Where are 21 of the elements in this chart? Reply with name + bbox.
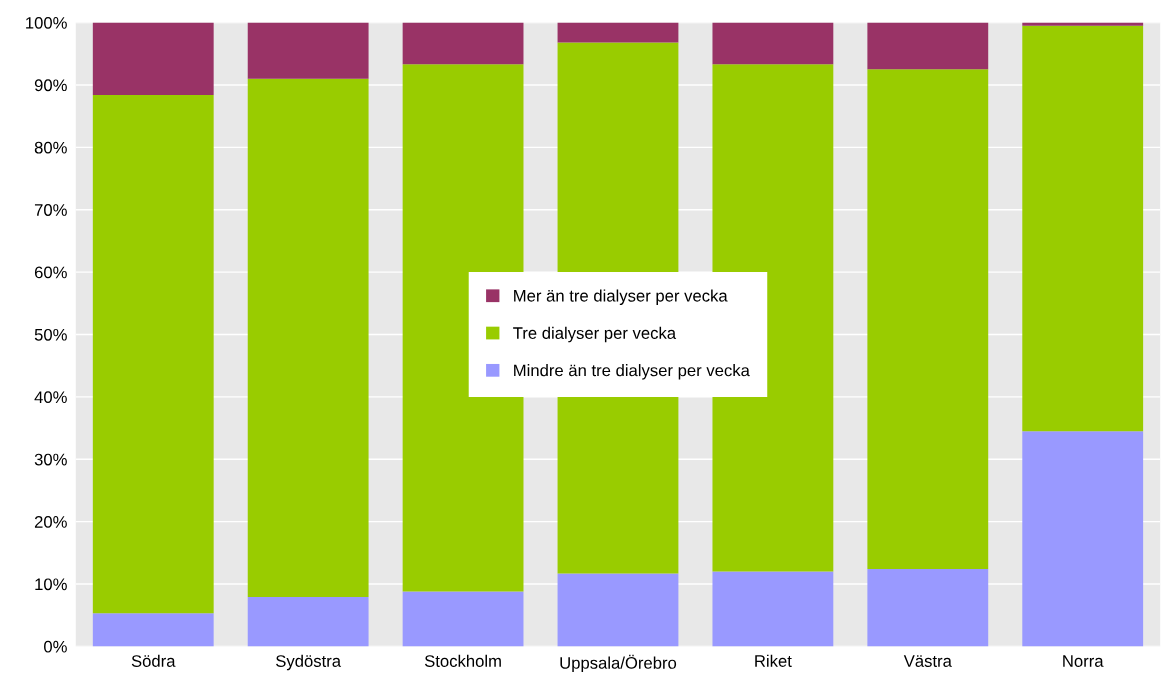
y-tick-label: 40% xyxy=(34,391,67,404)
x-tick-label: Riket xyxy=(755,654,792,667)
y-tick-label: 80% xyxy=(34,141,67,154)
y-tick-label: 50% xyxy=(34,328,67,341)
y-tick-label: 70% xyxy=(34,204,67,216)
y-tick-label: 60% xyxy=(34,266,67,279)
x-tick-label: Södra xyxy=(131,654,176,667)
x-tick-label: Norra xyxy=(1063,655,1104,667)
legend-label: Mindre än tre dialyser per vecka xyxy=(514,364,750,380)
x-tick-label: Sydöstra xyxy=(276,654,342,671)
legend-label: Tre dialyser per vecka xyxy=(513,326,677,343)
y-tick-label: 90% xyxy=(34,79,67,92)
x-tick-label: Västra xyxy=(903,655,952,667)
x-tick-label: Stockholm xyxy=(424,654,501,667)
y-tick-label: 30% xyxy=(34,453,67,466)
y-tick-label: 0% xyxy=(44,640,67,653)
x-tick-label: Uppsala/Örebro xyxy=(560,654,677,673)
legend-label: Mer än tre dialyser per vecka xyxy=(514,289,728,305)
y-tick-label: 10% xyxy=(35,578,67,591)
y-tick-label: 100% xyxy=(26,16,67,29)
y-tick-label: 20% xyxy=(34,516,67,528)
